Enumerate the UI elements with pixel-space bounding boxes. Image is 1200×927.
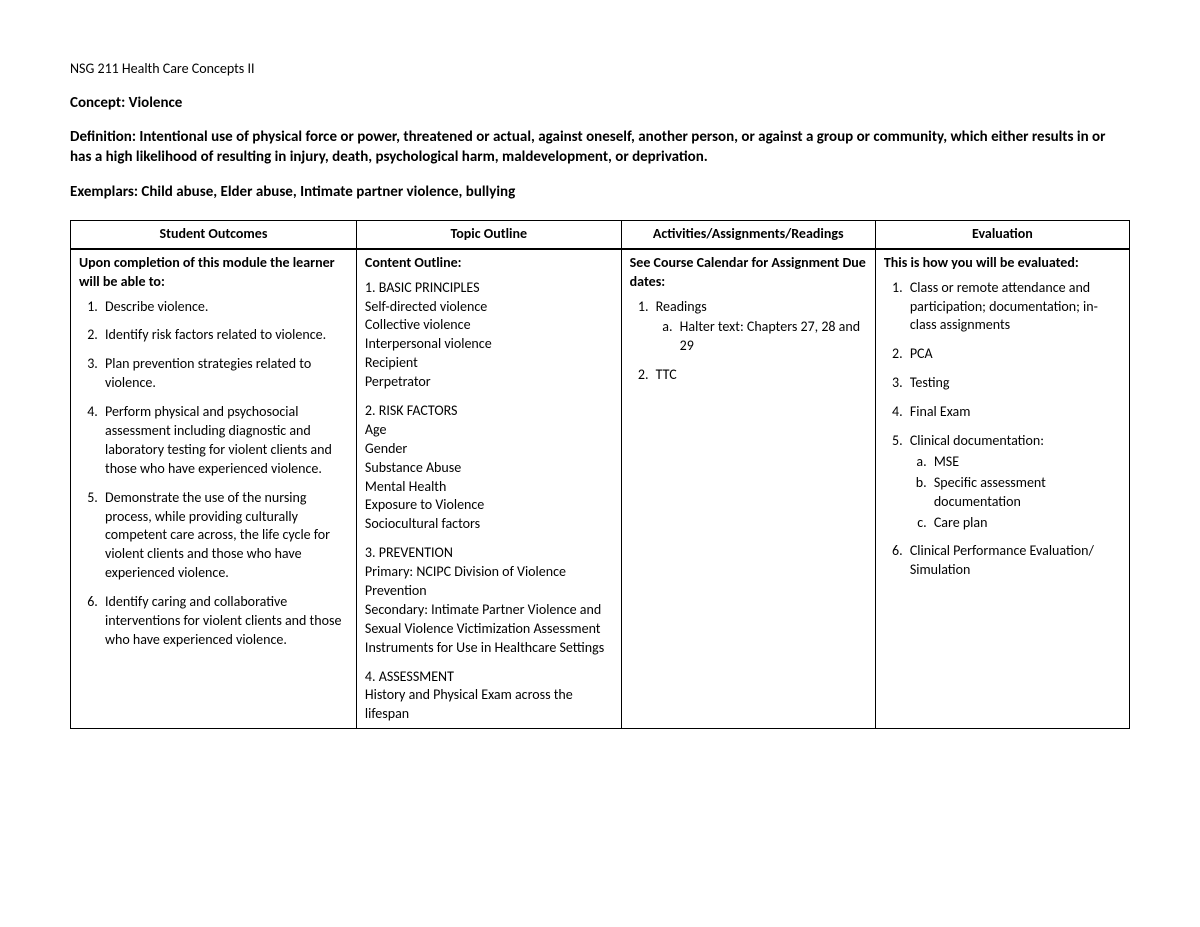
activities-list: ReadingsHalter text: Chapters 27, 28 and… <box>630 298 867 386</box>
list-item: Care plan <box>930 514 1121 533</box>
sub-list: MSE Specific assessment documentation Care… <box>910 453 1121 533</box>
outline-section: 1. BASIC PRINCIPLESSelf-directed violenc… <box>365 279 613 392</box>
outline-line: Gender <box>365 440 613 459</box>
outline-body: 1. BASIC PRINCIPLESSelf-directed violenc… <box>365 279 613 725</box>
outline-section: 4. ASSESSMENTHistory and Physical Exam a… <box>365 668 613 725</box>
outline-line: Mental Health <box>365 478 613 497</box>
list-item: Clinical documentation:MSESpecific asses… <box>906 432 1121 532</box>
outline-line: Substance Abuse <box>365 459 613 478</box>
table-header-row: Student Outcomes Topic Outline Activitie… <box>71 220 1130 248</box>
list-item: Plan prevention strategies related to vi… <box>101 355 348 393</box>
outline-section-title: 3. PREVENTION <box>365 544 613 563</box>
list-item: Testing <box>906 374 1121 393</box>
outline-line: Age <box>365 421 613 440</box>
outline-section: 3. PREVENTIONPrimary: NCIPC Division of … <box>365 544 613 657</box>
outline-section-title: 1. BASIC PRINCIPLES <box>365 279 613 298</box>
list-item: Halter text: Chapters 27, 28 and 29 <box>676 318 867 356</box>
outline-line: Perpetrator <box>365 373 613 392</box>
list-item: Identify risk factors related to violenc… <box>101 326 348 345</box>
outcomes-intro: Upon completion of this module the learn… <box>79 254 348 292</box>
col-header-evaluation: Evaluation <box>875 220 1129 248</box>
list-item: Class or remote attendance and participa… <box>906 279 1121 336</box>
evaluation-list: Class or remote attendance and participa… <box>884 279 1121 581</box>
sub-list: Halter text: Chapters 27, 28 and 29 <box>656 318 867 356</box>
concept-definition: Definition: Intentional use of physical … <box>70 127 1130 168</box>
outline-section-title: 4. ASSESSMENT <box>365 668 613 687</box>
list-item: Final Exam <box>906 403 1121 422</box>
list-item: Clinical Performance Evaluation/ Simulat… <box>906 542 1121 580</box>
outcomes-list: Describe violence. Identify risk factors… <box>79 298 348 650</box>
list-item: Perform physical and psychosocial assess… <box>101 403 348 479</box>
outline-intro: Content Outline: <box>365 254 613 273</box>
outline-line: Secondary: Intimate Partner Violence and… <box>365 601 613 658</box>
module-table: Student Outcomes Topic Outline Activitie… <box>70 220 1130 729</box>
list-item: MSE <box>930 453 1121 472</box>
outline-line: Recipient <box>365 354 613 373</box>
outline-line: Primary: NCIPC Division of Violence Prev… <box>365 563 613 601</box>
cell-activities: See Course Calendar for Assignment Due d… <box>621 249 875 729</box>
list-item: Describe violence. <box>101 298 348 317</box>
cell-outcomes: Upon completion of this module the learn… <box>71 249 357 729</box>
course-code: NSG 211 Health Care Concepts II <box>70 60 1130 79</box>
outline-section: 2. RISK FACTORSAgeGenderSubstance AbuseM… <box>365 402 613 534</box>
list-item: ReadingsHalter text: Chapters 27, 28 and… <box>652 298 867 357</box>
evaluation-intro: This is how you will be evaluated: <box>884 254 1121 273</box>
list-item: TTC <box>652 366 867 385</box>
outline-line: Sociocultural factors <box>365 515 613 534</box>
cell-evaluation: This is how you will be evaluated: Class… <box>875 249 1129 729</box>
col-header-outcomes: Student Outcomes <box>71 220 357 248</box>
outline-line: History and Physical Exam across the lif… <box>365 686 613 724</box>
outline-line: Interpersonal violence <box>365 335 613 354</box>
outline-line: Collective violence <box>365 316 613 335</box>
outline-section-title: 2. RISK FACTORS <box>365 402 613 421</box>
concept-title: Concept: Violence <box>70 93 1130 113</box>
cell-outline: Content Outline: 1. BASIC PRINCIPLESSelf… <box>356 249 621 729</box>
concept-exemplars: Exemplars: Child abuse, Elder abuse, Int… <box>70 182 1130 202</box>
table-row: Upon completion of this module the learn… <box>71 249 1130 729</box>
outline-line: Exposure to Violence <box>365 496 613 515</box>
activities-intro: See Course Calendar for Assignment Due d… <box>630 254 867 292</box>
list-item: Demonstrate the use of the nursing proce… <box>101 489 348 583</box>
col-header-outline: Topic Outline <box>356 220 621 248</box>
list-item: Identify caring and collaborative interv… <box>101 593 348 650</box>
list-item: Specific assessment documentation <box>930 474 1121 512</box>
col-header-activities: Activities/Assignments/Readings <box>621 220 875 248</box>
list-item: PCA <box>906 345 1121 364</box>
outline-line: Self-directed violence <box>365 298 613 317</box>
